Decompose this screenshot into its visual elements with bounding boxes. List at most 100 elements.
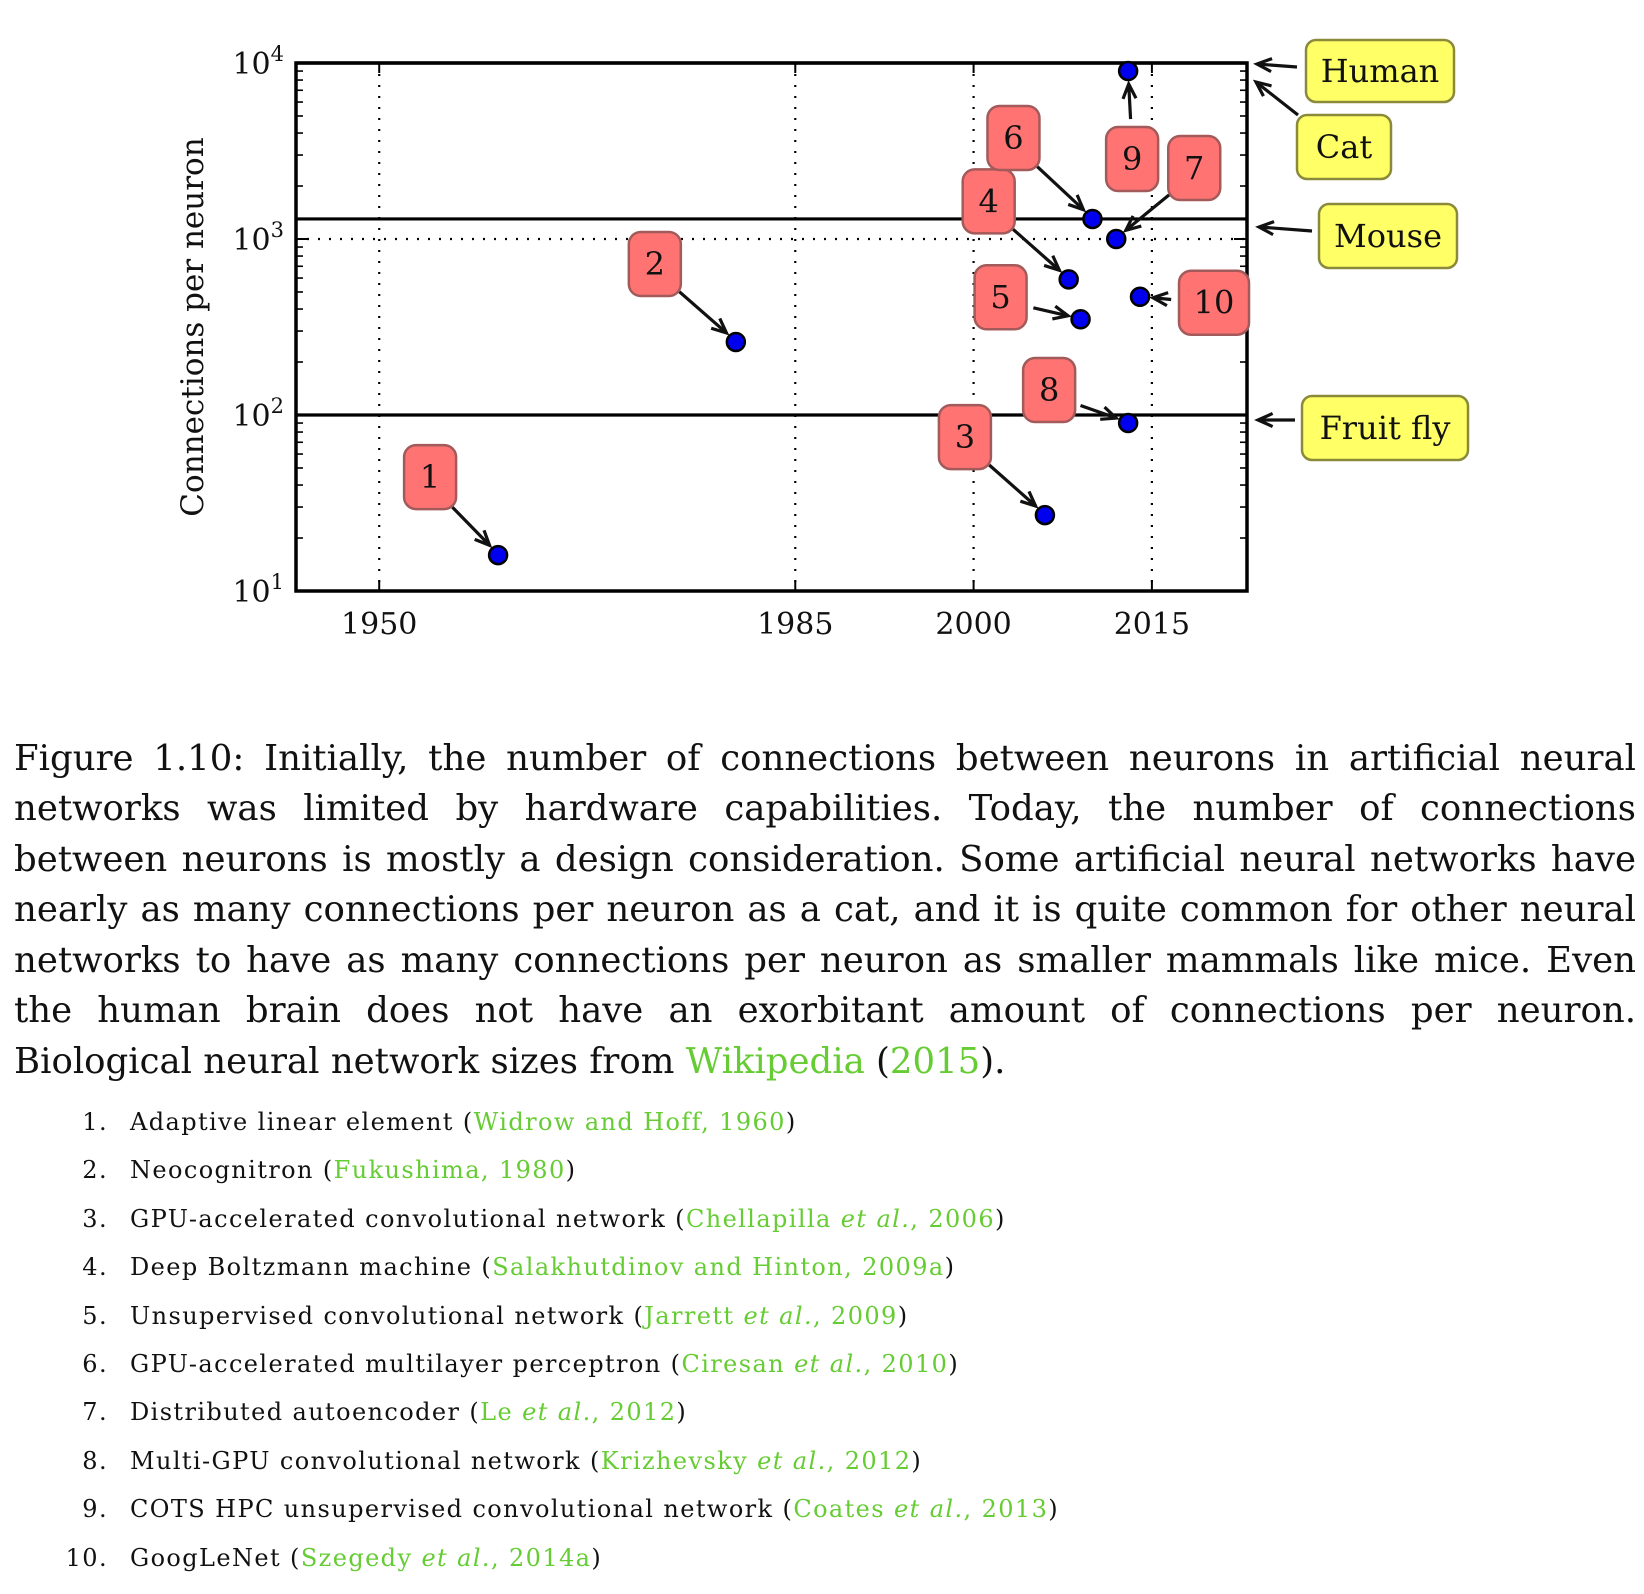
ref-name: Distributed autoencoder: [130, 1398, 461, 1427]
reference-label-box: [1304, 38, 1456, 104]
x-tick-label: 1985: [757, 607, 833, 642]
ref-authors: Jarrett: [644, 1301, 735, 1330]
point-label-box: [937, 403, 993, 471]
ref-body: Multi-GPU convolutional network (Krizhev…: [130, 1446, 923, 1475]
arrow-head: [474, 529, 493, 549]
list-item: 5. Unsupervised convolutional network (Ja…: [0, 1292, 1644, 1340]
ref-authors: Fukushima: [333, 1156, 481, 1185]
point-label-text: 1: [420, 458, 440, 496]
data-point-1: 1: [402, 443, 509, 566]
ref-authors: Szegedy: [300, 1543, 413, 1572]
point-label-text: 3: [955, 418, 975, 456]
ref-number: 1.: [82, 1108, 108, 1136]
point-marker: [1070, 308, 1091, 330]
figure-caption: Figure 1.10: Initially, the number of co…: [14, 734, 1636, 1088]
reference-list: 1. Adaptive linear element (Widrow and Ho…: [0, 1098, 1644, 1582]
reference-arrow: [1252, 79, 1299, 117]
ref-name: GPU-accelerated convolutional network: [130, 1204, 667, 1233]
point-label-text: 2: [645, 245, 665, 283]
reference-label-box: [1300, 394, 1470, 462]
arrow-head: [1043, 255, 1063, 273]
point-label-text: 6: [1003, 119, 1023, 157]
ref-citation[interactable]: Jarrett et al., 2009: [644, 1301, 898, 1330]
data-points: 1 2 3 4 5 6 7 8 9 10: [402, 60, 1251, 566]
ref-body: Adaptive linear element (Widrow and Hoff…: [130, 1108, 797, 1136]
ref-number: 2.: [82, 1156, 108, 1185]
point-label-box: [961, 168, 1016, 235]
y-tick-label: 101: [232, 570, 284, 610]
arrow-head: [1019, 490, 1039, 509]
ref-body: Deep Boltzmann machine (Salakhutdinov an…: [130, 1253, 956, 1282]
x-tick-label: 2015: [1114, 607, 1190, 642]
data-point-6: 6: [986, 104, 1103, 230]
ref-year: 1980: [498, 1156, 566, 1185]
ref-name: Unsupervised convolutional network: [130, 1301, 625, 1330]
ref-etal: et al.: [840, 1204, 911, 1233]
ref-number: 8.: [82, 1446, 108, 1475]
ref-name: Deep Boltzmann machine: [130, 1253, 473, 1282]
ref-year: 2012: [609, 1398, 677, 1427]
caption-cite-name[interactable]: Wikipedia: [685, 1040, 865, 1082]
ref-citation[interactable]: Salakhutdinov and Hinton, 2009a: [492, 1253, 945, 1282]
ref-authors: Coates: [793, 1495, 885, 1524]
arrow-shaft: [451, 506, 491, 547]
arrow-head: [1067, 194, 1087, 213]
ref-number: 4.: [82, 1253, 108, 1282]
ref-citation[interactable]: Szegedy et al., 2014a: [300, 1543, 592, 1572]
axis-ticks: [296, 62, 1247, 592]
caption-cite-year[interactable]: 2015: [889, 1040, 981, 1082]
reference-arrow: [1255, 220, 1313, 237]
ref-number: 9.: [82, 1495, 108, 1524]
list-item: 4. Deep Boltzmann machine (Salakhutdinov …: [0, 1243, 1644, 1291]
arrow-head: [1052, 304, 1072, 321]
point-marker: [1034, 504, 1056, 526]
reference-arrow: [1254, 412, 1295, 428]
reference-label-mouse: Mouse: [1255, 202, 1459, 270]
ref-year: 2009: [831, 1301, 898, 1330]
point-label-box: [1166, 134, 1222, 202]
ref-citation[interactable]: Krizhevsky et al., 2012: [600, 1446, 912, 1475]
ref-citation[interactable]: Fukushima, 1980: [333, 1156, 566, 1185]
ref-citation[interactable]: Ciresan et al., 2010: [681, 1349, 949, 1378]
arrow-head: [1255, 220, 1275, 237]
list-item: 1. Adaptive linear element (Widrow and Ho…: [0, 1098, 1644, 1146]
ref-citation[interactable]: Chellapilla et al., 2006: [685, 1204, 996, 1233]
reference-label-text: Human: [1321, 52, 1440, 90]
x-tick-label: 1950: [341, 607, 417, 642]
point-label-text: 8: [1039, 371, 1059, 409]
reference-lines: [296, 61, 1247, 417]
point-marker: [725, 331, 747, 353]
ref-name: Adaptive linear element: [130, 1108, 454, 1136]
point-arrow: [1079, 403, 1120, 421]
ref-authors: Krizhevsky: [600, 1446, 749, 1475]
point-arrow: [988, 463, 1039, 509]
point-label-box: [1104, 125, 1160, 193]
ref-authors: Salakhutdinov and Hinton: [492, 1253, 845, 1282]
ref-number: 7.: [82, 1398, 108, 1427]
ref-body: GoogLeNet (Szegedy et al., 2014a): [130, 1543, 603, 1572]
data-point-4: 4: [961, 168, 1079, 290]
arrow-shaft: [1255, 80, 1299, 117]
list-item: 9. COTS HPC unsupervised convolutional ne…: [0, 1485, 1644, 1533]
reference-arrow: [1253, 57, 1298, 74]
ref-citation[interactable]: Coates et al., 2013: [793, 1495, 1049, 1524]
caption-cite-open: (: [864, 1040, 890, 1082]
point-label-box: [1021, 356, 1077, 424]
ref-body: COTS HPC unsupervised convolutional netw…: [130, 1495, 1060, 1524]
ref-body: Neocognitron (Fukushima, 1980): [130, 1156, 577, 1185]
point-label-text: 5: [990, 278, 1010, 316]
ref-name: COTS HPC unsupervised convolutional netw…: [130, 1495, 774, 1524]
ref-citation[interactable]: Le et al., 2012: [480, 1398, 677, 1427]
ref-citation[interactable]: Widrow and Hoff, 1960: [473, 1108, 786, 1136]
point-marker: [1117, 60, 1139, 82]
reference-label-human: Human: [1253, 38, 1456, 104]
data-point-3: 3: [937, 403, 1056, 526]
ref-etal: et al.: [894, 1495, 964, 1524]
ref-number: 6.: [82, 1349, 108, 1378]
ref-name: GPU-accelerated multilayer perceptron: [130, 1349, 662, 1378]
reference-label-text: Mouse: [1334, 217, 1442, 255]
ref-etal: et al.: [794, 1349, 864, 1378]
y-tick-label: 104: [232, 42, 284, 82]
